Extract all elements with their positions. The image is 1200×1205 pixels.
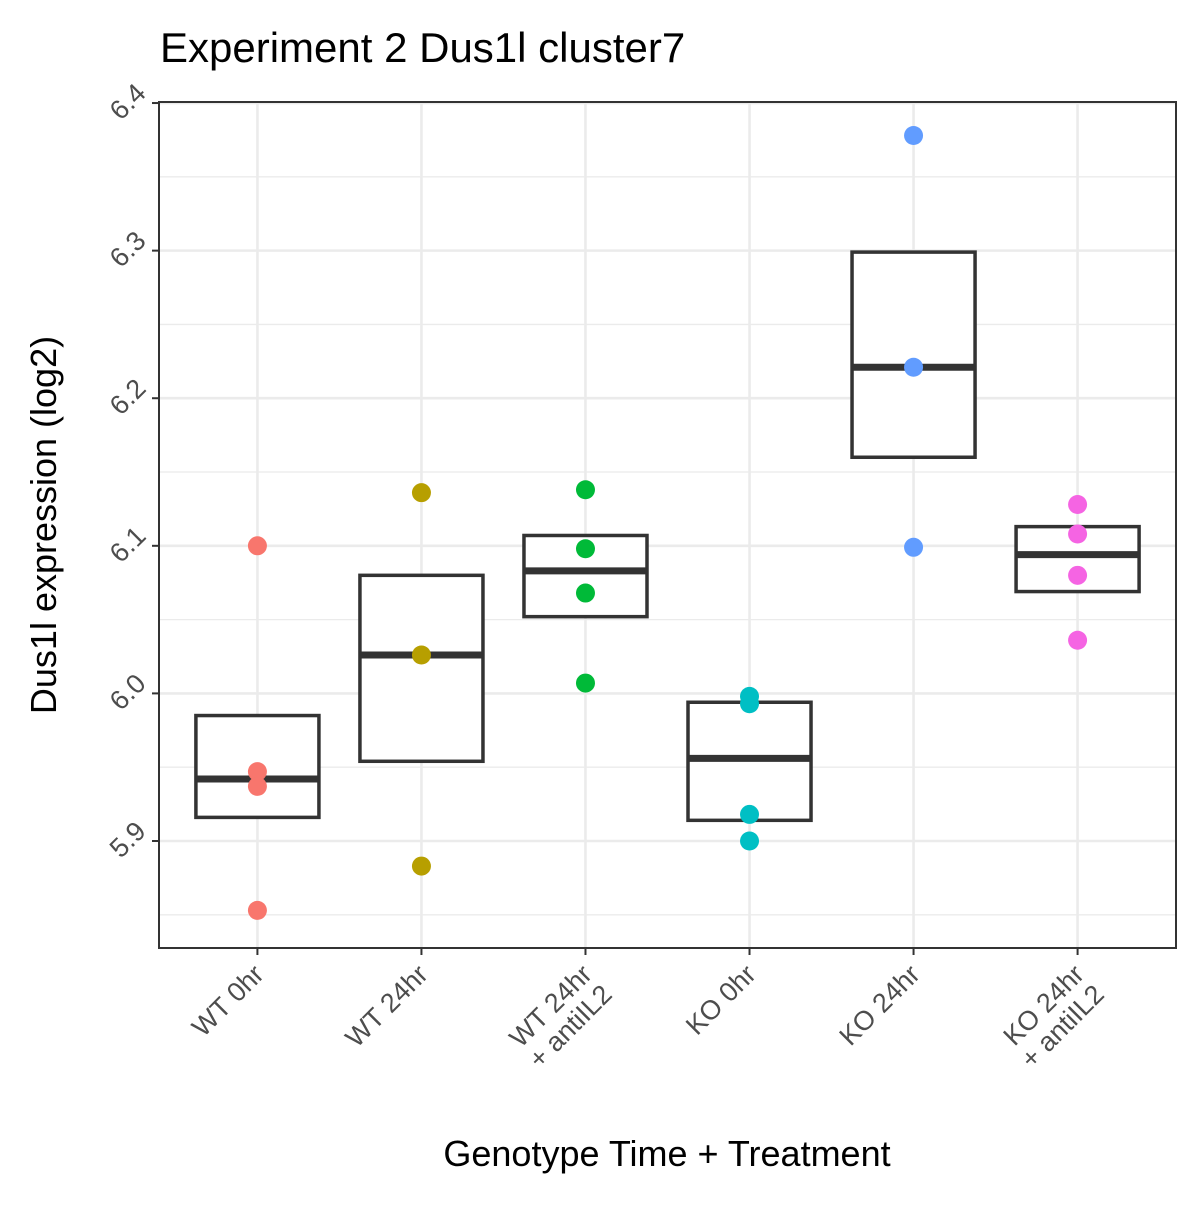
box (358, 573, 485, 764)
x-axis-label: Genotype Time + Treatment (443, 1133, 890, 1174)
point (411, 856, 431, 876)
panel-border (158, 101, 1177, 949)
point (247, 536, 267, 556)
point (740, 694, 760, 714)
y-axis-label: Dus1l expression (log2) (23, 336, 64, 714)
point (575, 583, 595, 603)
point (247, 776, 267, 796)
point (411, 483, 431, 503)
point (740, 804, 760, 824)
point (1068, 565, 1088, 585)
point (1068, 630, 1088, 650)
point (575, 539, 595, 559)
point (247, 900, 267, 920)
point (411, 645, 431, 665)
point (247, 762, 267, 782)
point (904, 126, 924, 146)
point (740, 831, 760, 851)
box (194, 713, 321, 820)
point (1068, 494, 1088, 514)
point (904, 357, 924, 377)
point (575, 673, 595, 693)
point (904, 537, 924, 557)
point (575, 480, 595, 500)
chart-title: Experiment 2 Dus1l cluster7 (160, 24, 685, 71)
point (1068, 524, 1088, 544)
box (850, 250, 977, 460)
